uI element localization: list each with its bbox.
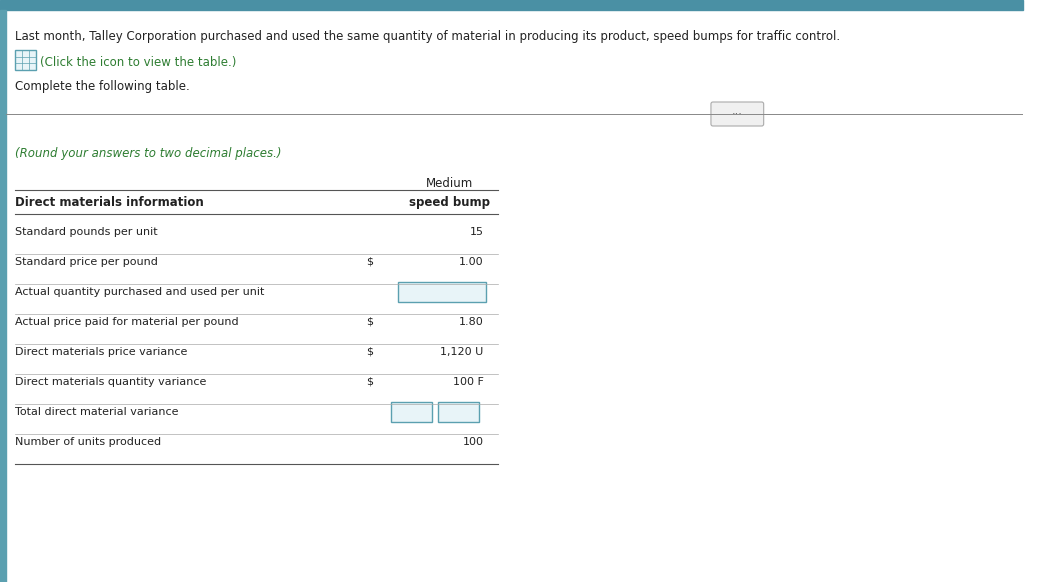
FancyBboxPatch shape — [391, 402, 432, 422]
Text: Number of units produced: Number of units produced — [15, 437, 160, 447]
Text: Actual price paid for material per pound: Actual price paid for material per pound — [15, 317, 238, 327]
FancyBboxPatch shape — [437, 402, 479, 422]
Text: $: $ — [366, 257, 373, 267]
Text: Medium: Medium — [425, 177, 473, 190]
Text: Actual quantity purchased and used per unit: Actual quantity purchased and used per u… — [15, 287, 264, 297]
Text: $: $ — [366, 377, 373, 387]
Text: Direct materials price variance: Direct materials price variance — [15, 347, 187, 357]
FancyBboxPatch shape — [398, 282, 486, 302]
Bar — [0, 0, 1024, 10]
Text: Standard pounds per unit: Standard pounds per unit — [15, 227, 157, 237]
Text: Last month, Talley Corporation purchased and used the same quantity of material : Last month, Talley Corporation purchased… — [15, 30, 839, 43]
Text: $: $ — [366, 317, 373, 327]
Text: 1,120 U: 1,120 U — [440, 347, 483, 357]
Text: 1.00: 1.00 — [459, 257, 483, 267]
Text: Standard price per pound: Standard price per pound — [15, 257, 157, 267]
Text: (Click the icon to view the table.): (Click the icon to view the table.) — [40, 56, 237, 69]
Text: 100: 100 — [462, 437, 483, 447]
Text: speed bump: speed bump — [409, 196, 489, 209]
Text: 15: 15 — [470, 227, 483, 237]
Bar — [15, 50, 36, 70]
Text: Direct materials information: Direct materials information — [15, 196, 203, 209]
FancyBboxPatch shape — [711, 102, 764, 126]
Text: Direct materials quantity variance: Direct materials quantity variance — [15, 377, 206, 387]
Text: Total direct material variance: Total direct material variance — [15, 407, 178, 417]
Bar — [0, 10, 6, 582]
Text: 100 F: 100 F — [453, 377, 483, 387]
Text: (Round your answers to two decimal places.): (Round your answers to two decimal place… — [15, 147, 281, 160]
Text: ···: ··· — [732, 109, 743, 119]
Text: 1.80: 1.80 — [459, 317, 483, 327]
Text: $: $ — [366, 347, 373, 357]
Text: Complete the following table.: Complete the following table. — [15, 80, 190, 93]
